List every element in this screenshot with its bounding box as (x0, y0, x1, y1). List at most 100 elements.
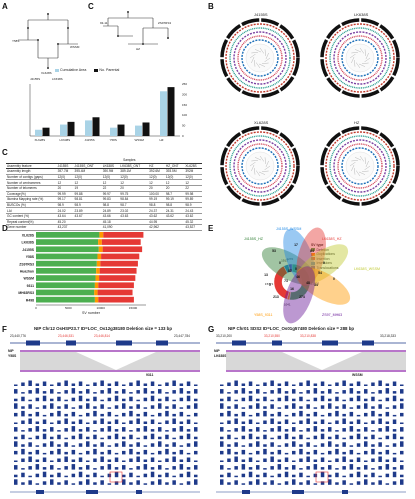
sv-bar-segment (94, 282, 99, 289)
table-cell: Assembly length (6, 168, 57, 175)
coverage-track (220, 418, 404, 424)
coverage-bar (349, 426, 354, 432)
coverage-bar (306, 413, 310, 417)
circos-ring (241, 39, 279, 77)
coverage-bar (371, 458, 375, 462)
coverage-bar (42, 405, 47, 409)
pedigree-diagram: XL628S LK638S J4155S Y58S WSSM HZ 93-11 … (12, 11, 171, 81)
coverage-bar (71, 483, 76, 485)
y-tick-label: 100 (182, 113, 187, 117)
coverage-bar (220, 384, 224, 386)
coverage-bar (400, 389, 404, 394)
coverage-bar (313, 383, 318, 386)
coord-label: 23,447,784 (174, 334, 190, 338)
y-tick-label: 50 (182, 124, 186, 128)
track-label: NIP (214, 349, 220, 353)
coverage-bar (21, 430, 25, 432)
coverage-bar (93, 482, 97, 485)
sv-category-label: LK638S (22, 241, 35, 245)
coverage-bar (136, 380, 140, 386)
table-cell: Coverage(%) (6, 191, 57, 198)
coverage-track (220, 471, 404, 478)
table-cell: 98.9 (56, 202, 74, 209)
table-cell: 12(0) (101, 174, 120, 181)
coverage-bar (165, 396, 169, 402)
tree-label: HZ (136, 47, 140, 51)
coverage-bar (306, 456, 310, 462)
table-cell: 98.7 (164, 191, 185, 198)
coverage-bar (335, 472, 339, 478)
legend-parental: No. Parental (94, 68, 119, 72)
coverage-bar (342, 475, 346, 478)
coverage-bar (313, 435, 318, 440)
coverage-bar (100, 380, 104, 386)
venn-count: 73 (284, 279, 288, 283)
coverage-bar (299, 396, 303, 402)
coverage-bar (42, 381, 47, 386)
circos-center (245, 43, 275, 73)
x-axis-label: SV number (82, 311, 101, 315)
circos-link (362, 170, 369, 172)
coverage-bar (342, 390, 346, 394)
coverage-bar (299, 420, 303, 424)
table-row: Number of telomeres 20 19 22 20 20 20 22 (6, 185, 202, 192)
coverage-bar (248, 452, 253, 455)
coverage-bar (136, 442, 140, 447)
deletion-highlight (315, 471, 329, 483)
coverage-bar (179, 426, 184, 432)
donut-label: 15771 (265, 282, 274, 286)
coverage-bar (270, 380, 274, 386)
coverage-bar (356, 395, 361, 402)
table-cell: 12(0) (164, 174, 185, 181)
venn-set-label: LK638S_WSSM (354, 267, 380, 271)
coverage-bar (335, 420, 339, 424)
coverage-bar (320, 381, 325, 386)
coverage-bar (42, 457, 47, 462)
coverage-bar (378, 437, 382, 440)
coverage-bar (313, 397, 318, 402)
coverage-bar (42, 452, 47, 455)
coverage-bar (299, 468, 303, 470)
coverage-bar (71, 388, 76, 394)
coverage-bar (349, 483, 354, 485)
sv-type-legend: SV type Deletion Duplications Insertion … (311, 243, 338, 270)
bar (35, 129, 42, 136)
coverage-bar (220, 479, 224, 485)
coverage-bar (356, 457, 361, 462)
gene-exon (156, 340, 168, 346)
coverage-bar (270, 418, 274, 424)
table-cell: GC content (%) (6, 213, 57, 220)
coverage-bar (299, 482, 303, 485)
coverage-bar (93, 458, 97, 462)
coverage-bar (320, 443, 325, 447)
table-cell: 23.02 (119, 207, 149, 214)
coverage-bar (100, 404, 104, 409)
coverage-bar (93, 448, 97, 455)
venn-count: 213 (273, 295, 279, 299)
coverage-bar (143, 449, 148, 455)
coverage-bar (342, 404, 346, 409)
circos-link (262, 62, 269, 64)
coverage-bar (186, 429, 191, 432)
coverage-bar (248, 391, 253, 394)
coverage-bar (356, 443, 361, 447)
circos-link (259, 47, 264, 54)
coverage-bar (378, 404, 382, 409)
table-cell: 98.8 (101, 202, 120, 209)
coverage-bar (57, 482, 61, 485)
coverage-bar (400, 384, 404, 386)
coverage-bar (299, 448, 303, 455)
coverage-bar (158, 436, 162, 440)
circos-center (345, 43, 375, 73)
coverage-bar (220, 460, 224, 462)
coverage-bar (165, 406, 169, 409)
coverage-bar (378, 413, 382, 417)
coverage-bar (277, 383, 282, 386)
coverage-bar (385, 449, 390, 455)
coverage-bar (114, 471, 119, 478)
coverage-bar (179, 473, 184, 478)
coverage-bar (392, 419, 397, 424)
coverage-bar (172, 475, 176, 478)
coverage-bar (378, 466, 382, 470)
venn-count: 0 (295, 267, 297, 271)
